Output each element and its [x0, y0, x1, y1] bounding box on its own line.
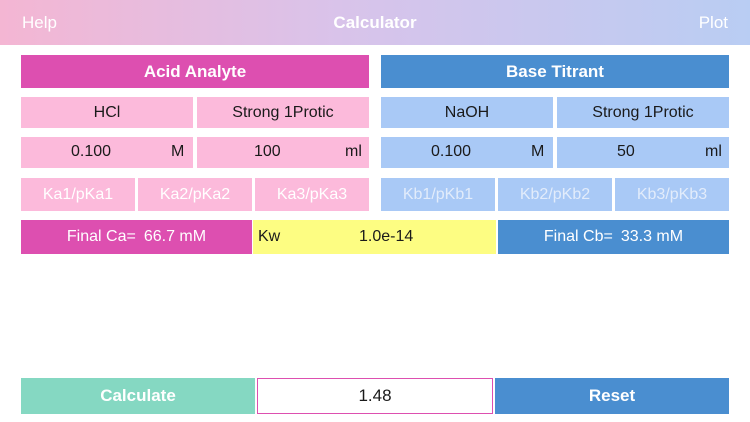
page-title: Calculator	[333, 13, 417, 32]
result-display: 1.48	[257, 378, 493, 414]
kw-label: Kw	[258, 228, 281, 245]
base-concentration-value: 0.100	[431, 143, 472, 160]
acid-type-selector[interactable]: Strong 1Protic	[197, 97, 369, 128]
acid-ka3-input[interactable]: Ka3/pKa3	[255, 178, 369, 211]
acid-volume-field[interactable]: 100 ml	[197, 137, 369, 168]
acid-ka1-input[interactable]: Ka1/pKa1	[21, 178, 135, 211]
base-volume-field[interactable]: 50 ml	[557, 137, 729, 168]
nav-bar: Help Calculator Plot	[0, 0, 750, 45]
final-ca-display: Final Ca= 66.7 mM	[21, 220, 252, 254]
help-button[interactable]: Help	[22, 13, 57, 32]
final-cb-label: Final Cb=	[543, 228, 613, 245]
base-concentration-unit: M	[531, 143, 545, 160]
acid-concentration-unit: M	[171, 143, 185, 160]
base-volume-unit: ml	[705, 143, 722, 160]
acid-name-selector[interactable]: HCl	[21, 97, 193, 128]
acid-ka2-input[interactable]: Ka2/pKa2	[138, 178, 252, 211]
acid-concentration-value: 0.100	[71, 143, 112, 160]
base-concentration-field[interactable]: 0.100 M	[381, 137, 553, 168]
acid-volume-unit: ml	[345, 143, 362, 160]
base-kb1-input[interactable]: Kb1/pKb1	[381, 178, 495, 211]
base-kb3-input[interactable]: Kb3/pKb3	[615, 178, 729, 211]
base-type-selector[interactable]: Strong 1Protic	[557, 97, 729, 128]
kw-value: 1.0e-14	[359, 228, 414, 245]
base-name-selector[interactable]: NaOH	[381, 97, 553, 128]
final-ca-value: 66.7 mM	[143, 228, 207, 245]
calculate-button[interactable]: Calculate	[21, 378, 255, 414]
final-ca-label: Final Ca=	[66, 228, 136, 245]
base-titrant-header: Base Titrant	[381, 55, 729, 88]
acid-concentration-field[interactable]: 0.100 M	[21, 137, 193, 168]
final-cb-value: 33.3 mM	[620, 228, 684, 245]
plot-button[interactable]: Plot	[698, 13, 728, 32]
kw-field[interactable]: Kw 1.0e-14	[253, 220, 496, 254]
acid-volume-value: 100	[254, 143, 281, 160]
base-kb2-input[interactable]: Kb2/pKb2	[498, 178, 612, 211]
reset-button[interactable]: Reset	[495, 378, 729, 414]
acid-analyte-header: Acid Analyte	[21, 55, 369, 88]
base-volume-value: 50	[617, 143, 635, 160]
final-cb-display: Final Cb= 33.3 mM	[498, 220, 729, 254]
